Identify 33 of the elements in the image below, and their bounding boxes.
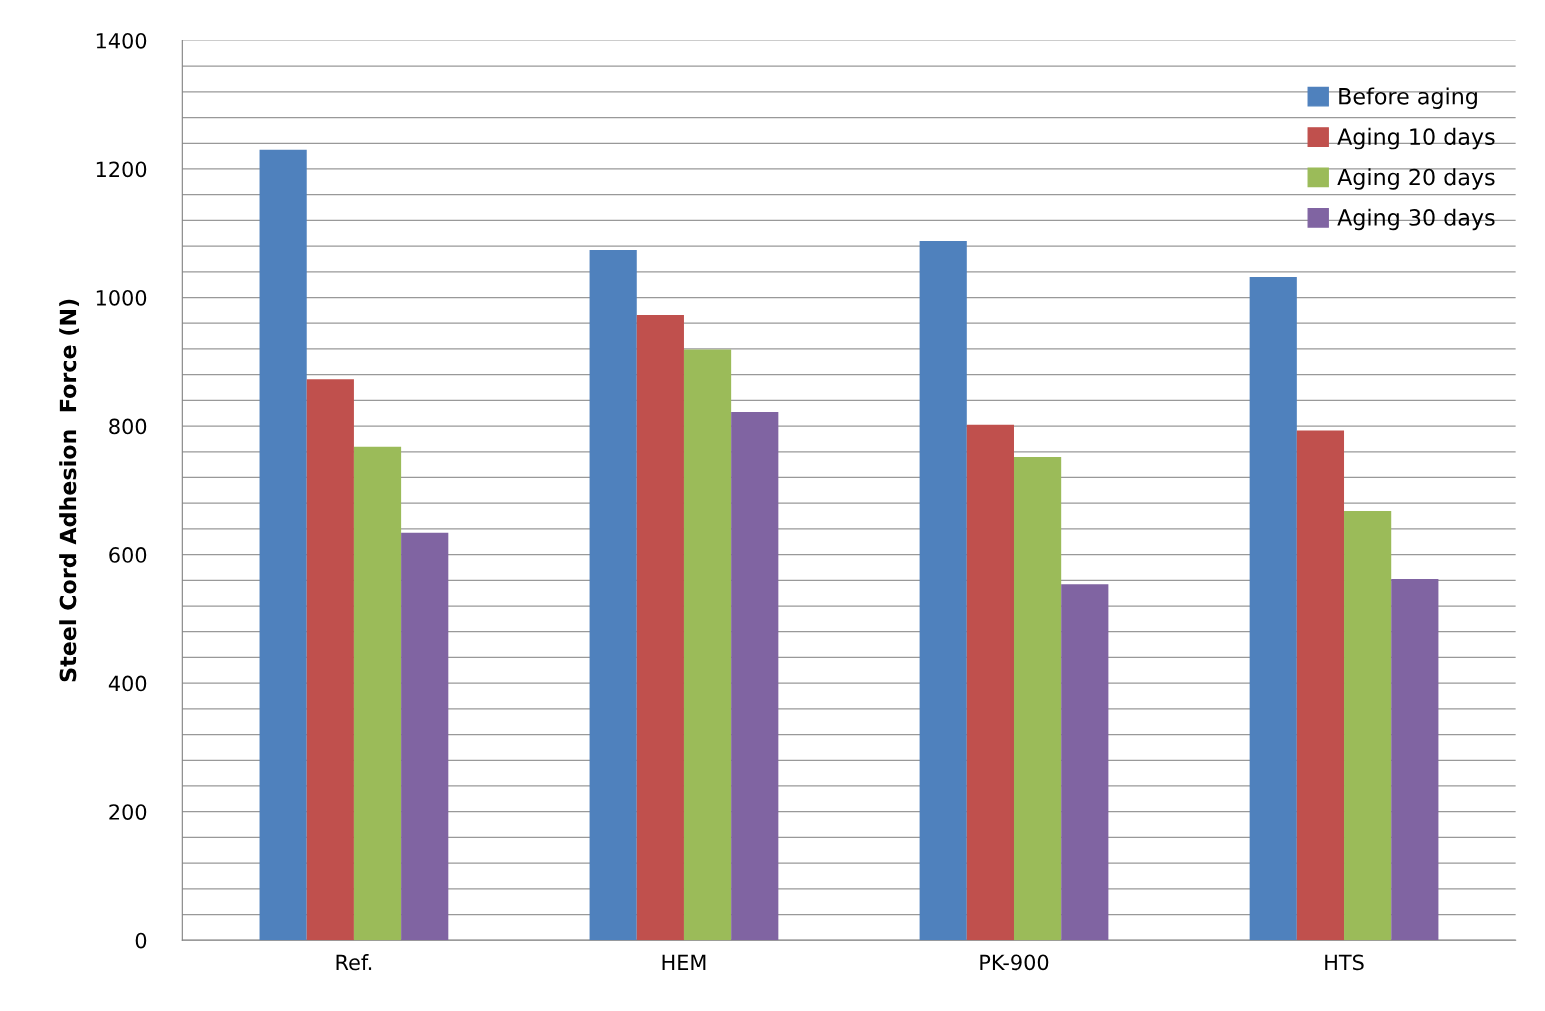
- bar: [1013, 456, 1062, 941]
- bar: [1249, 276, 1297, 941]
- x-tick-label: Ref.: [336, 954, 372, 971]
- y-tick-label: 1200: [96, 161, 147, 178]
- legend-label: Aging 20 days: [1337, 168, 1495, 190]
- bar: [1061, 584, 1109, 941]
- y-tick-label: 0: [135, 932, 147, 949]
- bar: [636, 314, 684, 941]
- legend-label: Before aging: [1339, 87, 1477, 109]
- y-axis-title: Steel Cord Adhesion Force (N): [59, 299, 79, 682]
- bar: [683, 349, 732, 941]
- y-tick-label: 800: [109, 418, 147, 435]
- bar: [259, 149, 307, 941]
- bar: [401, 532, 449, 941]
- legend-label: Aging 30 days: [1337, 208, 1495, 231]
- y-tick-label: 1000: [96, 289, 147, 306]
- legend-label: Aging 10 days: [1337, 127, 1495, 150]
- bar: [353, 446, 402, 941]
- x-tick-label: HTS: [1325, 954, 1364, 971]
- x-tick-label: HEM: [662, 954, 706, 970]
- bar: [1391, 579, 1439, 941]
- bar: [1344, 510, 1392, 941]
- bar: [306, 379, 354, 941]
- y-tick-label: 200: [109, 804, 147, 820]
- bar: [731, 411, 779, 941]
- bar: [966, 424, 1014, 941]
- x-tick-label: PK-900: [980, 954, 1049, 971]
- y-tick-label: 400: [108, 675, 147, 692]
- bar: [589, 249, 637, 941]
- bar: [919, 240, 967, 941]
- y-tick-label: 1400: [96, 32, 147, 49]
- bar: [1296, 430, 1345, 941]
- y-tick-label: 600: [109, 547, 147, 563]
